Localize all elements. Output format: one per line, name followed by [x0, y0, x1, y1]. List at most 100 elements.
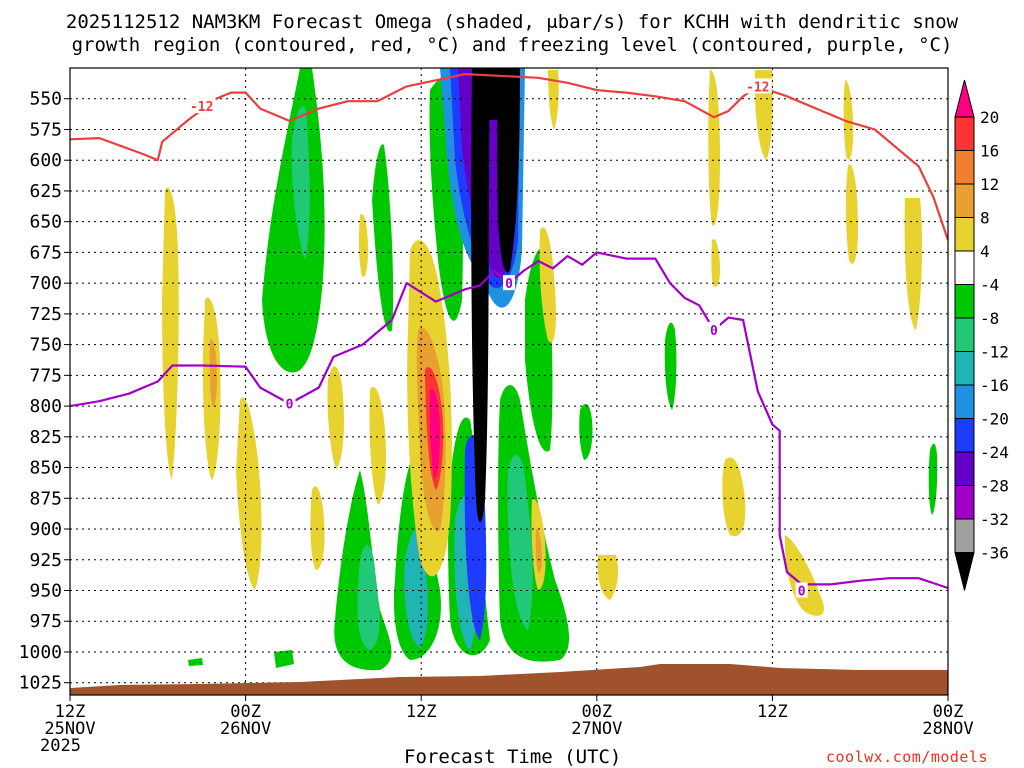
colorbar-label: -28: [980, 477, 1009, 496]
y-tick-label: 950: [29, 581, 62, 602]
y-tick-label: 675: [29, 242, 62, 263]
freezing-level-contour: [70, 251, 948, 590]
omega-region: [904, 198, 923, 330]
omega-region: [262, 68, 325, 373]
omega-region: [188, 658, 203, 666]
x-tick-label: 12Z: [757, 702, 788, 722]
contour-label: 0: [286, 398, 294, 413]
y-tick-label: 900: [29, 519, 62, 540]
omega-region: [274, 650, 294, 668]
omega-region: [369, 386, 387, 505]
y-tick-label: 875: [29, 488, 62, 509]
colorbar-label: -24: [980, 443, 1009, 462]
omega-region: [480, 68, 500, 120]
contour-label: 0: [710, 324, 718, 339]
plot-frame: [69, 67, 949, 696]
chart-title-line-2: growth region (contoured, red, °C) and f…: [71, 34, 953, 56]
terrain-ground: [70, 664, 948, 695]
omega-region: [711, 239, 720, 287]
x-tick-label: 2025: [40, 736, 81, 756]
omega-region: [357, 545, 380, 650]
contour-label: 0: [798, 585, 806, 600]
colorbar-label: -12: [980, 343, 1009, 362]
colorbar-swatch: [954, 518, 975, 553]
y-tick-label: 925: [29, 550, 62, 571]
x-tick-label: 26NOV: [220, 719, 271, 739]
x-tick-label: 25NOV: [44, 719, 95, 739]
contour-label-bg: [283, 395, 296, 411]
y-tick-label: 1025: [19, 673, 62, 694]
x-tick-label: 00Z: [581, 702, 612, 722]
omega-region: [597, 555, 618, 600]
contour-label-bg: [743, 78, 772, 94]
y-tick-label: 850: [29, 458, 62, 479]
colorbar-swatch: [954, 384, 975, 419]
y-tick-label: 800: [29, 396, 62, 417]
y-tick-label: 700: [29, 273, 62, 294]
omega-region: [162, 187, 179, 480]
omega-region: [471, 68, 490, 523]
colorbar: 20 16 12 8 4 -4 -8 -12 -16 -20 -24 -28 -32 -36: [954, 79, 1009, 591]
colorbar-label: 8: [980, 209, 990, 228]
x-tick-label: 28NOV: [922, 719, 973, 739]
x-tick-label: 12Z: [406, 702, 437, 722]
colorbar-label: -36: [980, 544, 1009, 563]
y-tick-label: 825: [29, 427, 62, 448]
y-tick-label: 625: [29, 181, 62, 202]
omega-region: [664, 322, 677, 410]
x-tick-label: 00Z: [933, 702, 964, 722]
colorbar-swatch: [954, 552, 975, 591]
contour-label-bg: [795, 582, 808, 598]
y-tick-label: 1000: [19, 642, 62, 663]
colorbar-swatch: [954, 183, 975, 218]
omega-region: [358, 214, 368, 277]
contour-label-bg: [707, 321, 720, 337]
omega-region: [209, 339, 217, 407]
y-tick-label: 975: [29, 611, 62, 632]
colorbar-swatch: [954, 351, 975, 386]
omega-region: [548, 70, 559, 130]
contour-label: -12: [746, 80, 769, 95]
colorbar-label: 16: [980, 142, 999, 161]
colorbar-label: 12: [980, 175, 999, 194]
omega-region: [784, 535, 825, 616]
colorbar-swatch: [954, 317, 975, 352]
colorbar-swatch: [954, 284, 975, 319]
omega-shading: [162, 68, 938, 671]
x-axis-label: Forecast Time (UTC): [404, 746, 622, 768]
omega-region: [327, 366, 344, 470]
omega-region: [843, 80, 854, 160]
omega-region: [845, 164, 858, 264]
colorbar-swatch: [954, 250, 975, 285]
colorbar-label: -4: [980, 276, 999, 295]
colorbar-swatch: [954, 451, 975, 486]
omega-region: [535, 529, 542, 573]
y-tick-label: 725: [29, 304, 62, 325]
x-tick-label: 00Z: [230, 702, 261, 722]
omega-region: [928, 443, 938, 515]
y-tick-label: 550: [29, 89, 62, 110]
omega-region: [372, 144, 394, 332]
y-axis: 550 575 600 625 650 675 700 725 750 775 800 825 850 8…: [19, 89, 70, 694]
colorbar-label: 4: [980, 242, 990, 261]
chart-title-line-1: 2025112512 NAM3KM Forecast Omega (shaded…: [65, 11, 959, 33]
omega-region: [236, 397, 262, 590]
colorbar-swatch: [954, 150, 975, 185]
omega-region: [429, 389, 440, 479]
contour-label-bg: [503, 275, 515, 291]
colorbar-swatch: [954, 485, 975, 520]
credit-link[interactable]: coolwx.com/models: [826, 748, 989, 766]
y-tick-label: 775: [29, 365, 62, 386]
colorbar-label: -32: [980, 510, 1009, 529]
colorbar-label: -20: [980, 410, 1009, 429]
colorbar-swatch: [954, 116, 975, 151]
contour-label: 0: [505, 277, 513, 292]
omega-region: [579, 404, 593, 460]
colorbar-label: 20: [980, 108, 999, 127]
colorbar-swatch: [954, 418, 975, 453]
y-tick-label: 650: [29, 212, 62, 233]
colorbar-swatch: [954, 79, 975, 118]
colorbar-label: -8: [980, 309, 999, 328]
contour-label: -12: [190, 100, 213, 115]
